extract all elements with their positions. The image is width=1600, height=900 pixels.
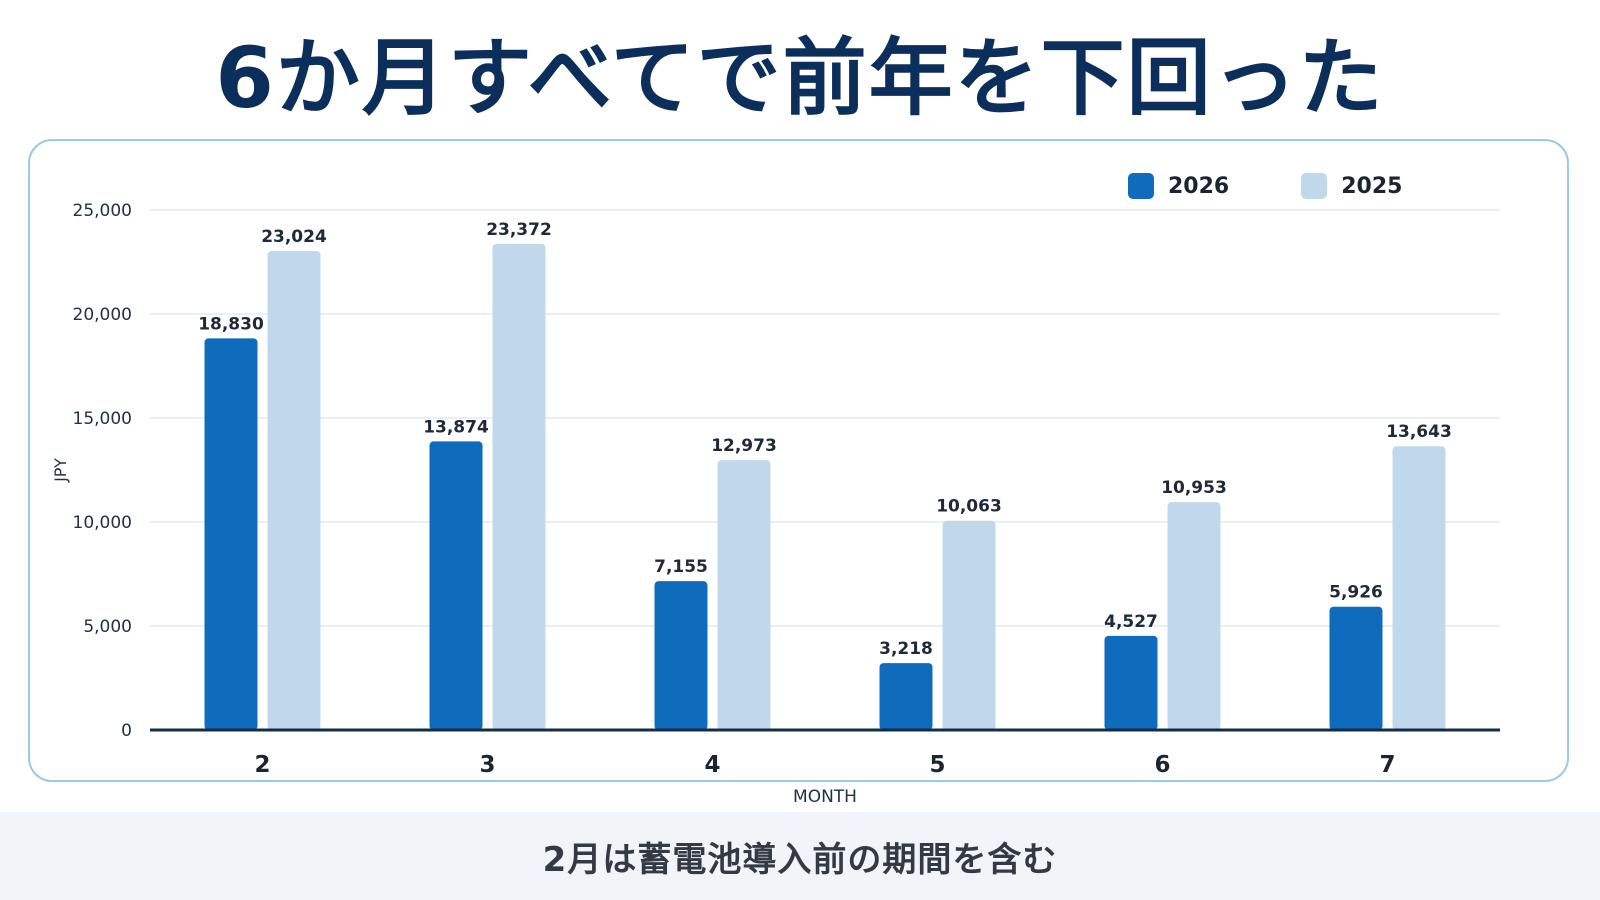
bar-value-label-2025-2: 23,024 (261, 227, 327, 247)
legend-label-2026: 2026 (1168, 173, 1230, 199)
bar-2026-2 (204, 338, 258, 730)
bar-2025-2 (267, 251, 321, 730)
bar-2025-4 (717, 460, 771, 730)
x-tick-label: 6 (1154, 752, 1170, 778)
bar-value-label-2025-5: 10,063 (936, 497, 1002, 517)
legend-label-2025: 2025 (1341, 173, 1403, 199)
bar-2025-6 (1167, 502, 1221, 730)
bar-value-label-2026-7: 5,926 (1329, 583, 1383, 603)
x-axis-ticks: 2 3 4 5 6 7 (254, 752, 1395, 778)
bar-value-label-2025-4: 12,973 (711, 436, 777, 456)
footer-note: 2月は蓄電池導入前の期間を含む (0, 812, 1600, 900)
y-tick-label: 0 (121, 721, 132, 741)
bar-2026-4 (654, 581, 708, 730)
bar-value-label-2025-3: 23,372 (486, 220, 552, 240)
page-title: 6か月すべてで前年を下回った (215, 29, 1385, 127)
bar-value-label-2026-6: 4,527 (1104, 612, 1158, 632)
grid-lines (150, 209, 1500, 627)
bar-2026-3 (429, 441, 483, 730)
bar-value-label-2025-7: 13,643 (1386, 422, 1452, 442)
bar-value-label-2026-3: 13,874 (423, 417, 489, 437)
bar-2025-3 (492, 243, 546, 730)
bar-value-label-2026-5: 3,218 (879, 639, 933, 659)
legend-swatch-2025 (1301, 173, 1328, 199)
y-tick-label: 25,000 (73, 201, 132, 221)
bar-value-label-2026-4: 7,155 (654, 557, 708, 577)
y-axis-title: JPY (51, 458, 70, 483)
x-tick-label: 4 (704, 752, 720, 778)
y-axis-ticks: 0 5,000 10,000 15,000 20,000 25,000 (73, 201, 132, 741)
bar-value-label-2026-2: 18,830 (198, 314, 264, 334)
bar-2026-7 (1329, 606, 1383, 730)
chart-legend: 2026 2025 (1128, 172, 1402, 200)
bar-2025-5 (942, 520, 996, 730)
x-axis-title: MONTH (793, 787, 857, 807)
x-tick-label: 2 (254, 752, 270, 778)
bar-2025-7 (1392, 446, 1446, 730)
y-tick-label: 20,000 (73, 305, 132, 325)
legend-swatch-2026 (1128, 173, 1154, 199)
bar-value-label-2025-6: 10,953 (1161, 478, 1227, 498)
x-tick-label: 5 (929, 752, 945, 778)
legend-item-2026: 2026 (1128, 173, 1229, 199)
bar-2026-5 (879, 663, 933, 730)
bar-2026-6 (1104, 635, 1158, 730)
footer-note-text: 2月は蓄電池導入前の期間を含む (542, 839, 1058, 880)
y-tick-label: 5,000 (83, 617, 132, 637)
y-tick-label: 15,000 (73, 409, 132, 429)
bar-value-labels: 18,830 23,024 13,874 23,372 7,155 12,973 3,218… (198, 220, 1452, 659)
x-tick-label: 7 (1379, 752, 1395, 778)
x-tick-label: 3 (479, 752, 495, 778)
bars (204, 243, 1446, 730)
y-tick-label: 10,000 (73, 513, 132, 533)
legend-item-2025: 2025 (1301, 173, 1402, 199)
